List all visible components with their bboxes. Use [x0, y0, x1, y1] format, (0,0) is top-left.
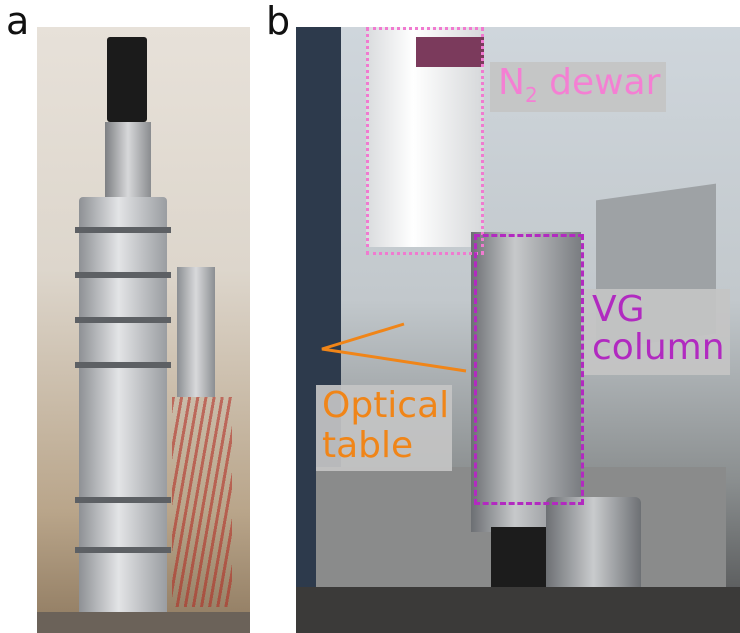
column-side-port	[177, 267, 215, 397]
column-top-cap	[107, 37, 147, 122]
optical-table-label-line1: Optical	[322, 387, 449, 425]
vg-column-label-line1: VG	[592, 291, 645, 329]
dewar-label-subscript: 2	[525, 83, 538, 107]
column-body	[79, 197, 167, 617]
panel-label-b: b	[266, 2, 290, 40]
photo-microscope-column	[37, 27, 250, 633]
vg-column-highlight-box	[474, 234, 584, 505]
optical-table-label: Optical table	[316, 385, 452, 471]
vg-column-label-line2: column	[592, 329, 725, 367]
column-ring	[75, 227, 171, 233]
optical-table-label-line2: table	[322, 427, 413, 465]
column-ring	[75, 362, 171, 368]
dewar-label-main: N	[498, 62, 525, 103]
dewar-label-suffix: dewar	[538, 62, 661, 103]
wiring-bundle	[172, 397, 232, 607]
column-ring	[75, 272, 171, 278]
column-ring	[75, 547, 171, 553]
panel-label-a: a	[6, 2, 29, 40]
column-base	[37, 612, 250, 633]
vg-column-label: VG column	[584, 289, 730, 375]
dewar-highlight-box	[366, 27, 484, 255]
dewar-label: N2 dewar	[490, 62, 666, 112]
column-ring	[75, 497, 171, 503]
photo-lab-setup: N2 dewar VG column Optical table	[296, 27, 740, 633]
column-ring	[75, 317, 171, 323]
